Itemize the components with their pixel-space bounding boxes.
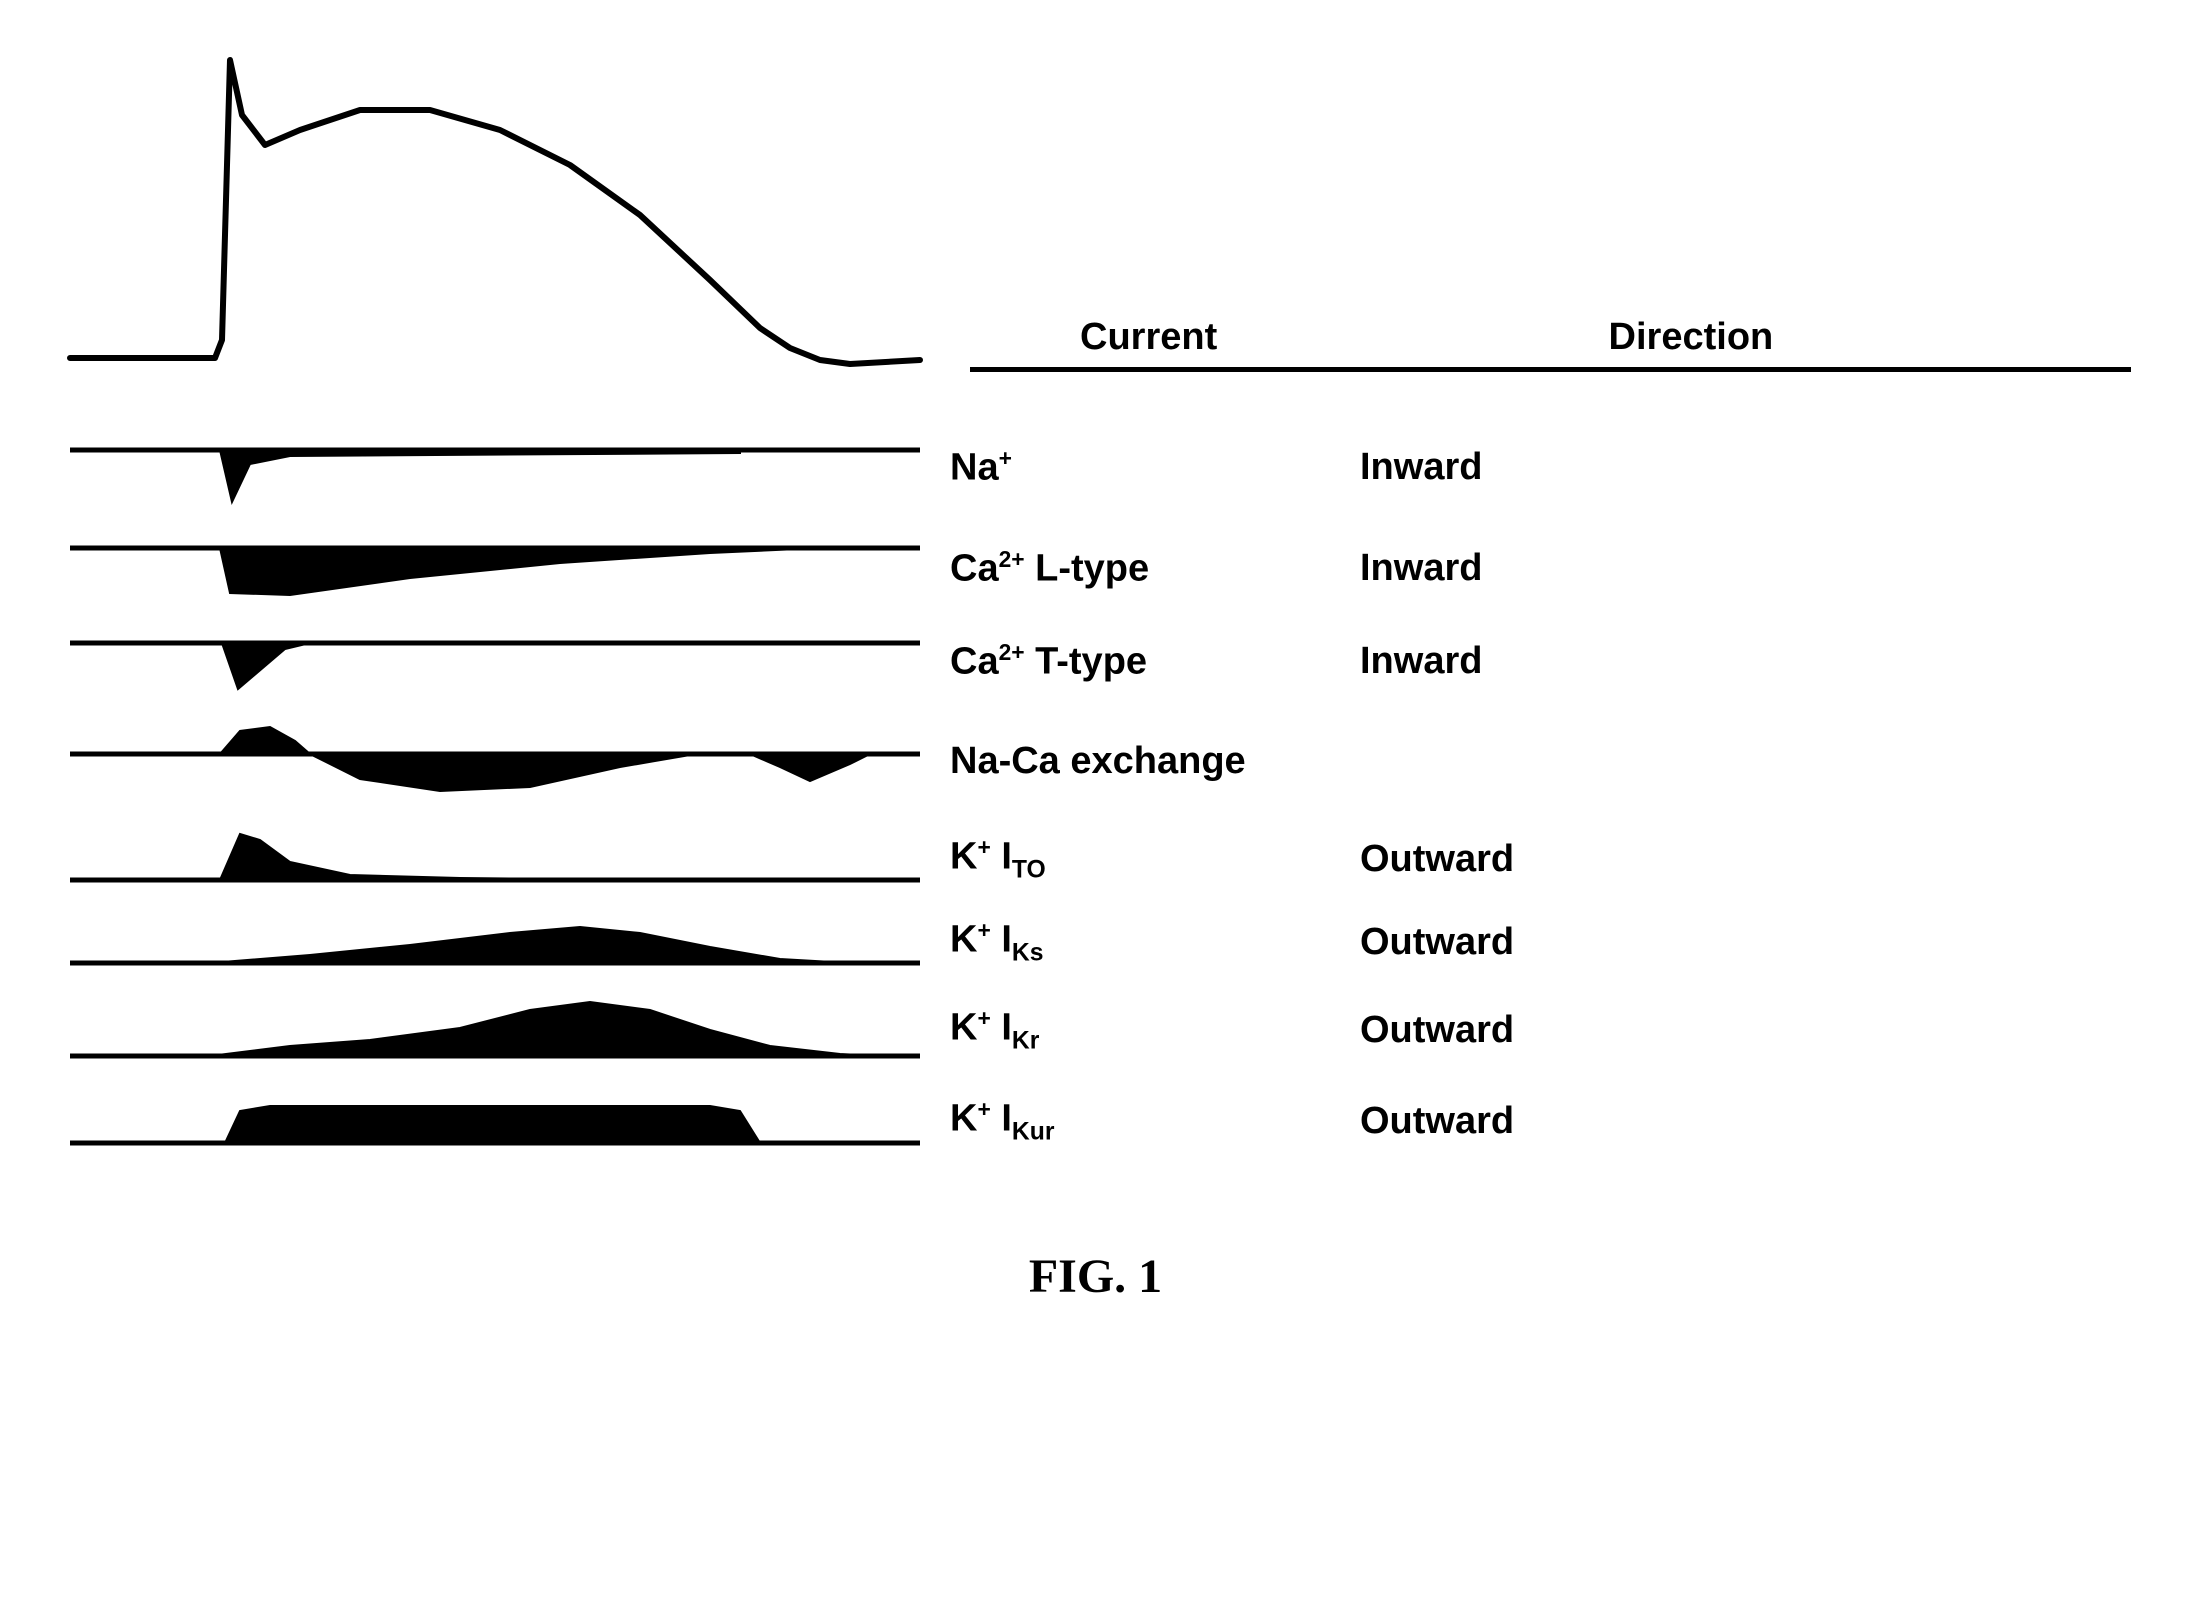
waveform-Na — [60, 420, 930, 515]
waveform-K-ITO — [60, 822, 930, 897]
waveform-K-IKs — [60, 905, 930, 980]
current-row-K-IKur: K+ IKurOutward — [60, 1081, 2131, 1161]
direction-label-K-ITO: Outward — [1360, 838, 1514, 881]
current-rows: Na+InwardCa2+ L-typeInwardCa2+ T-typeInw… — [60, 420, 2131, 1169]
ap-svg — [60, 40, 930, 380]
header-direction: Direction — [1609, 316, 2131, 359]
direction-label-K-IKs: Outward — [1360, 921, 1514, 964]
current-label-K-ITO: K+ ITO — [930, 834, 1360, 884]
current-row-Ca-T: Ca2+ T-typeInward — [60, 621, 2131, 701]
current-row-Ca-L: Ca2+ L-typeInward — [60, 523, 2131, 613]
waveform-Ca-L — [60, 523, 930, 613]
direction-label-Na: Inward — [1360, 446, 1482, 489]
action-potential-waveform — [60, 40, 930, 380]
direction-label-Ca-T: Inward — [1360, 640, 1482, 683]
current-row-K-IKs: K+ IKsOutward — [60, 905, 2131, 980]
table-header: Current Direction — [970, 316, 2131, 372]
waveform-Ca-T — [60, 621, 930, 701]
current-label-K-IKur: K+ IKur — [930, 1096, 1360, 1146]
current-label-Na-Ca: Na-Ca exchange — [930, 740, 1360, 783]
figure-caption: FIG. 1 — [60, 1249, 2131, 1304]
current-label-Ca-T: Ca2+ T-type — [930, 639, 1360, 684]
top-section: Current Direction — [60, 40, 2131, 380]
direction-label-K-IKr: Outward — [1360, 1009, 1514, 1052]
current-row-K-ITO: K+ ITOOutward — [60, 822, 2131, 897]
figure-container: Current Direction Na+InwardCa2+ L-typeIn… — [60, 40, 2131, 1304]
direction-label-Ca-L: Inward — [1360, 547, 1482, 590]
current-label-K-IKs: K+ IKs — [930, 917, 1360, 967]
current-label-K-IKr: K+ IKr — [930, 1005, 1360, 1055]
direction-label-K-IKur: Outward — [1360, 1100, 1514, 1143]
current-label-Ca-L: Ca2+ L-type — [930, 546, 1360, 591]
waveform-Na-Ca — [60, 709, 930, 814]
current-label-Na: Na+ — [930, 445, 1360, 490]
waveform-K-IKur — [60, 1081, 930, 1161]
header-current: Current — [970, 316, 1609, 359]
current-row-Na: Na+Inward — [60, 420, 2131, 515]
current-row-K-IKr: K+ IKrOutward — [60, 988, 2131, 1073]
current-row-Na-Ca: Na-Ca exchange — [60, 709, 2131, 814]
waveform-K-IKr — [60, 988, 930, 1073]
